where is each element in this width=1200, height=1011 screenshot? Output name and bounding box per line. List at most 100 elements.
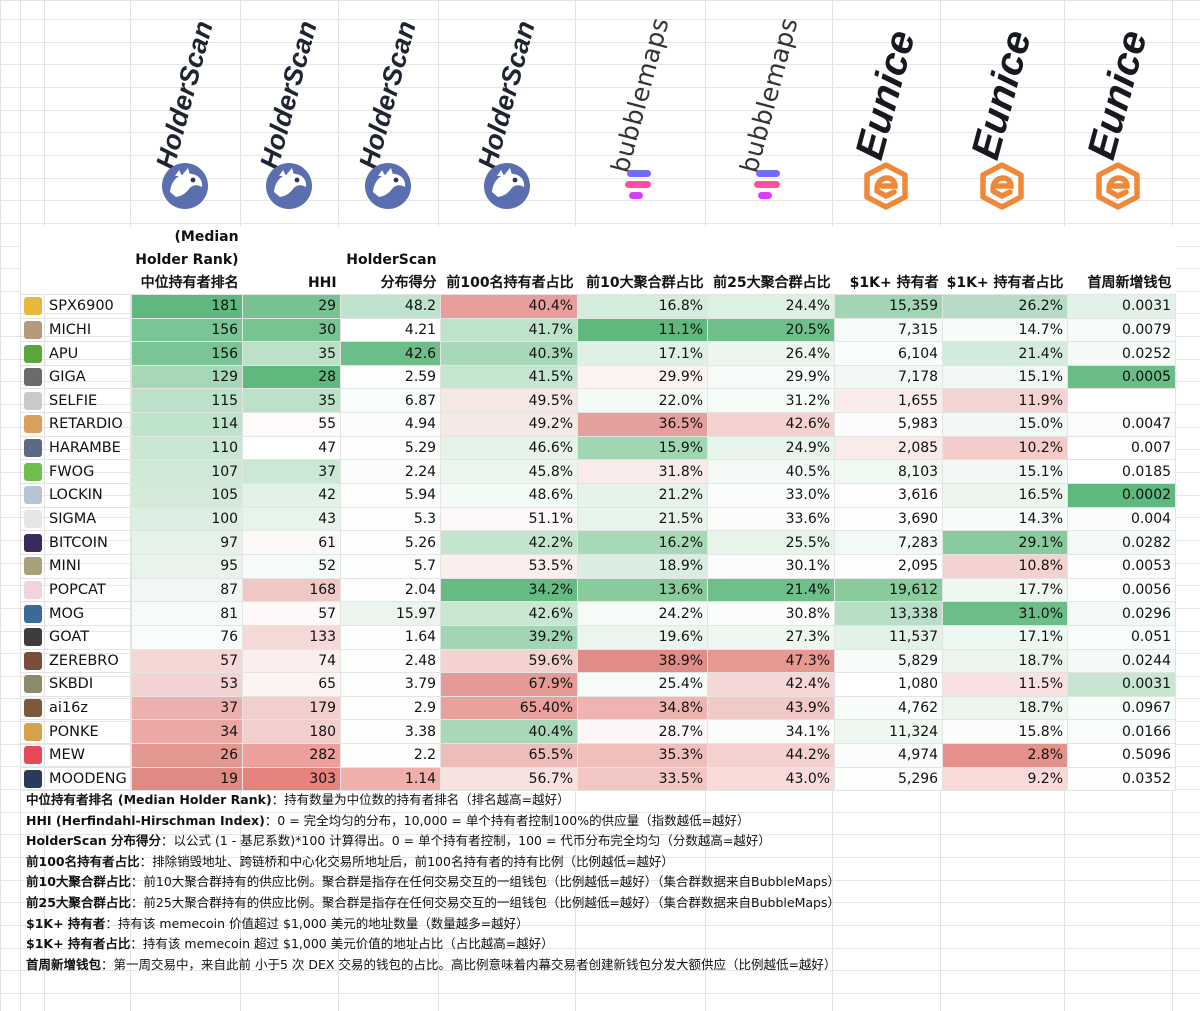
bubblemaps-brand-header: bubblemaps <box>575 0 705 222</box>
metric-cell: 47.3% <box>707 648 836 674</box>
metric-cell: 15.97 <box>340 601 442 626</box>
metric-cell: 33.0% <box>707 483 836 508</box>
metric-cell: 13.6% <box>577 577 709 603</box>
definition-line: $1K+ 持有者：持有该 memecoin 价值超过 $1,000 美元的地址数… <box>26 914 1186 935</box>
metric-cell: 0.004 <box>1067 506 1177 532</box>
gridline-horizontal <box>0 155 1200 156</box>
moodeng-icon <box>23 770 42 789</box>
holderscan-logo-icon <box>483 162 531 214</box>
definition-term: HHI (Herfindahl-Hirschman Index) <box>26 812 265 828</box>
table-row: MINI 95 52 5.7 53.5% 18.9% 30.1% 2,095 10.8% 0.00… <box>20 553 1177 579</box>
metric-cell: 36.5% <box>577 412 709 437</box>
metric-cell: 6,104 <box>834 341 944 366</box>
token-avatar-cell <box>20 435 45 461</box>
metric-cell: 1.14 <box>340 766 442 792</box>
metric-cell: 37 <box>130 695 244 721</box>
metric-cell: 34 <box>130 719 244 745</box>
metric-cell: 28 <box>242 364 342 390</box>
definition-text: ：前10大聚合群持有的供应比例。聚合群是指存在任何交易交互的一组钱包（比例越低=… <box>130 874 840 890</box>
eunice-wordmark: Eunice <box>847 25 924 164</box>
metric-cell: 105 <box>130 483 244 508</box>
metric-cell: 20.5% <box>707 317 836 343</box>
metric-cell: 18.7% <box>942 695 1069 721</box>
eunice-brand-header: Eunice <box>1064 0 1172 222</box>
metric-cell: 5,983 <box>834 412 944 437</box>
metric-cell: 129 <box>130 364 244 390</box>
column-header: (Median <box>131 226 243 249</box>
metric-cell: 0.0352 <box>1067 766 1177 792</box>
definition-text: ：持有该 memecoin 价值超过 $1,000 美元的地址数量（数量越多=越… <box>105 915 529 931</box>
metric-cell: 303 <box>242 766 342 792</box>
metric-cell: 51.1% <box>440 506 579 532</box>
metric-cell: 34.8% <box>577 695 709 721</box>
metric-cell: 0.5096 <box>1067 743 1177 768</box>
metric-cell: 29 <box>242 293 342 319</box>
header-row-2: Holder Rank) HolderScan <box>20 248 1176 272</box>
token-avatar-cell <box>20 364 45 390</box>
gridline-horizontal <box>0 200 1200 201</box>
definition-line: 前25大聚合群占比：前25大聚合群持有的供应比例。聚合群是指存在任何交易交互的一… <box>26 893 1186 914</box>
selfie-icon <box>23 391 42 410</box>
metric-cell: 22.0% <box>577 388 709 414</box>
column-header: 前10大聚合群占比 <box>577 271 708 295</box>
token-name: MOG <box>44 601 132 626</box>
holderscan-logo-icon <box>364 162 412 214</box>
holderscan-brand-header: HolderScan <box>240 0 338 222</box>
retardio-icon <box>23 415 42 434</box>
metric-cell: 56.7% <box>440 766 579 792</box>
metric-cell: 35 <box>242 388 342 414</box>
metric-cell: 43 <box>242 506 342 532</box>
table-row: SIGMA 100 43 5.3 51.1% 21.5% 33.6% 3,690 14.3% 0.… <box>20 506 1177 532</box>
token-name: LOCKIN <box>44 483 132 508</box>
gridline-horizontal <box>0 857 1200 858</box>
token-name: ai16z <box>44 695 132 721</box>
metric-cell: 168 <box>242 577 342 603</box>
metric-cell: 7,283 <box>834 530 944 555</box>
token-avatar-cell <box>20 483 45 508</box>
ai16z-icon <box>23 699 42 718</box>
definition-text: ：持有该 memecoin 超过 $1,000 美元价值的地址占比（占比越高=越… <box>130 936 554 952</box>
metric-cell: 40.4% <box>440 719 579 745</box>
metric-cell: 7,315 <box>834 317 944 343</box>
metric-cell: 41.7% <box>440 317 579 343</box>
metric-cell: 10.2% <box>942 435 1069 461</box>
column-header: 首周新增钱包 <box>1067 271 1176 295</box>
metric-cell: 0.0166 <box>1067 719 1177 745</box>
token-name: APU <box>44 341 132 366</box>
metric-cell: 21.4% <box>942 341 1069 366</box>
definition-text: ：持有数量为中位数的持有者排名（排名越高=越好） <box>271 792 570 807</box>
token-avatar-cell <box>20 530 45 555</box>
fwog-icon <box>23 462 42 481</box>
definition-text: ：0 = 完全均匀的分布，10,000 = 单个持有者控制100%的供应量（指数… <box>264 812 750 828</box>
header-row-3: 中位持有者排名 HHI 分布得分 前100名持有者占比 前10大聚合群占比 前25大聚合群… <box>20 271 1176 295</box>
metric-cell: 37 <box>242 459 342 485</box>
gridline-horizontal <box>0 948 1200 949</box>
header-row-1: (Median <box>20 226 1176 249</box>
gridline-horizontal <box>0 178 1200 179</box>
metric-cell: 115 <box>130 388 244 414</box>
token-avatar-cell <box>20 672 45 697</box>
metric-cell: 30.8% <box>707 601 836 626</box>
metric-cell: 11.5% <box>942 672 1069 697</box>
metric-cell: 2.24 <box>340 459 442 485</box>
bubblemaps-logo-icon <box>752 166 786 210</box>
holderscan-wordmark: HolderScan <box>150 17 219 173</box>
definition-line: 前10大聚合群占比：前10大聚合群持有的供应比例。聚合群是指存在任何交易交互的一… <box>26 872 1186 893</box>
metric-cell: 2.2 <box>340 743 442 768</box>
metric-cell: 42.4% <box>707 672 836 697</box>
metric-cell: 97 <box>130 530 244 555</box>
metric-cell: 14.7% <box>942 317 1069 343</box>
metric-cell: 110 <box>130 435 244 461</box>
metric-cell: 4.21 <box>340 317 442 343</box>
token-avatar-cell <box>20 695 45 721</box>
token-avatar-cell <box>20 317 45 343</box>
metric-cell: 81 <box>130 601 244 626</box>
token-avatar-cell <box>20 577 45 603</box>
token-name: HARAMBE <box>44 435 132 461</box>
metric-cell: 21.2% <box>577 483 709 508</box>
metric-cell: 4.94 <box>340 412 442 437</box>
table-row: GOAT 76 133 1.64 39.2% 19.6% 27.3% 11,537 17.1% 0… <box>20 624 1177 650</box>
metric-cell: 2.48 <box>340 648 442 674</box>
metric-cell: 0.0252 <box>1067 341 1177 366</box>
metric-cell: 2.8% <box>942 743 1069 768</box>
